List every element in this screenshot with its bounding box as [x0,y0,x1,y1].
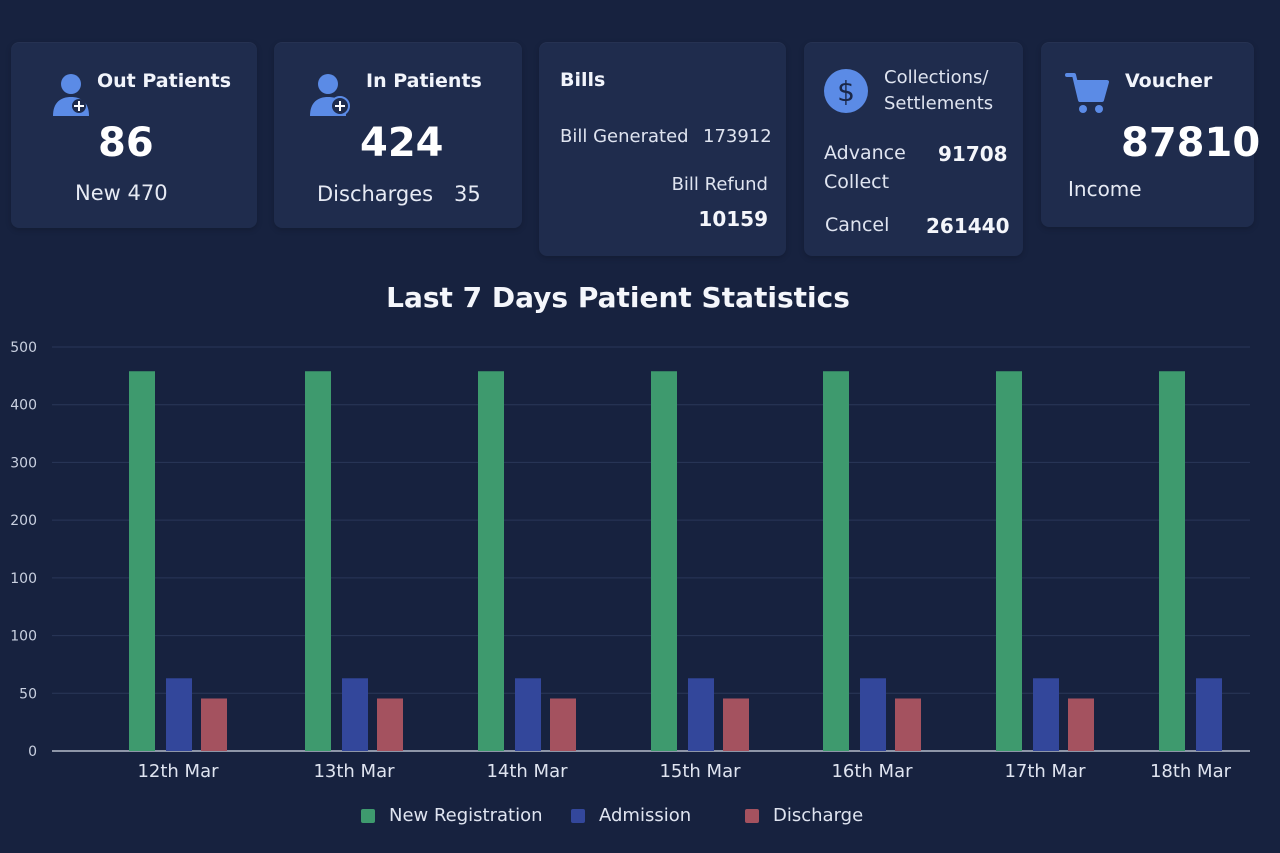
advance-collect-line2: Collect [824,171,890,193]
bar-discharge [723,698,749,751]
legend-label: New Registration [389,805,543,826]
user-plus-icon [51,72,93,118]
bill-generated-label: Bill Generated [560,126,689,147]
cancel-value: 261440 [926,214,1010,238]
y-tick-label: 300 [10,455,37,471]
bar-discharge [895,698,921,751]
cart-icon [1065,70,1111,116]
bar-new-registration [129,371,155,751]
advance-collect-line1: Advance [824,142,906,164]
legend-swatch [571,808,585,823]
bar-new-registration [651,371,677,751]
out-patients-title: Out Patients [97,70,232,92]
collections-title-line1: Collections/ [884,67,989,88]
cancel-label: Cancel [825,214,890,236]
bar-new-registration [478,371,504,751]
bills-card[interactable]: Bills Bill Generated 173912 Bill Refund … [539,42,786,256]
discharges-count: 35 [454,182,481,206]
legend-item[interactable]: New Registration [361,805,543,826]
chart-legend: New Registration Admission Discharge [0,805,1280,829]
advance-collect-value: 91708 [938,142,1008,166]
x-tick-label: 13th Mar [313,761,395,782]
user-add-icon [308,72,352,118]
bill-refund-value: 10159 [698,207,768,231]
voucher-title: Voucher [1125,70,1213,92]
bar-admission [166,678,192,751]
legend-item[interactable]: Admission [571,805,691,826]
in-patients-card[interactable]: In Patients 424 Discharges 35 [274,42,522,228]
bar-admission [860,678,886,751]
dollar-icon: $ [823,68,869,114]
bar-admission [1033,678,1059,751]
bill-refund-label: Bill Refund [671,174,768,195]
voucher-income-label: Income [1068,177,1142,201]
discharges-label: Discharges [317,182,434,206]
y-tick-label: 200 [10,513,37,529]
legend-label: Admission [599,805,692,826]
y-tick-label: 100 [10,629,37,645]
bar-new-registration [823,371,849,751]
y-tick-label: 400 [10,398,37,414]
voucher-value: 87810 [1121,120,1261,166]
bills-title: Bills [560,69,606,91]
svg-text:$: $ [837,75,855,108]
bar-new-registration [996,371,1022,751]
out-patients-card[interactable]: Out Patients 86 New 470 [11,42,257,228]
bar-discharge [377,698,403,751]
bar-discharge [1068,698,1094,751]
bar-discharge [550,698,576,751]
bar-new-registration [1159,371,1185,751]
bar-discharge [201,698,227,751]
x-tick-label: 17th Mar [1004,761,1086,782]
legend-label: Discharge [773,805,864,826]
in-patients-count: 424 [360,120,444,166]
x-tick-label: 14th Mar [486,761,568,782]
bar-admission [1196,678,1222,751]
x-tick-label: 18th Mar [1150,761,1232,782]
out-patients-new: New 470 [75,181,168,205]
bar-new-registration [305,371,331,751]
x-tick-label: 16th Mar [831,761,913,782]
legend-swatch [361,808,375,823]
legend-item[interactable]: Discharge [745,805,863,826]
patient-statistics-chart: 0 50 100 100 200 300 400 500 12th Mar 13th Mar 14t… [10,340,1250,782]
bill-generated-value: 173912 [703,126,772,147]
legend-swatch [745,808,759,823]
y-tick-label: 500 [10,340,37,356]
bar-admission [688,678,714,751]
y-tick-label: 0 [28,744,37,760]
collections-title-line2: Settlements [884,93,994,114]
voucher-card[interactable]: Voucher 87810 Income [1041,42,1260,227]
bar-admission [515,678,541,751]
y-tick-label: 100 [10,571,37,587]
bar-admission [342,678,368,751]
out-patients-count: 86 [98,120,154,166]
in-patients-title: In Patients [366,70,482,92]
x-tick-label: 15th Mar [659,761,741,782]
y-tick-label: 50 [19,686,37,702]
chart-title: Last 7 Days Patient Statistics [386,281,850,314]
collections-card[interactable]: $ Collections/ Settlements Advance Colle… [804,42,1023,256]
x-tick-label: 12th Mar [137,761,219,782]
